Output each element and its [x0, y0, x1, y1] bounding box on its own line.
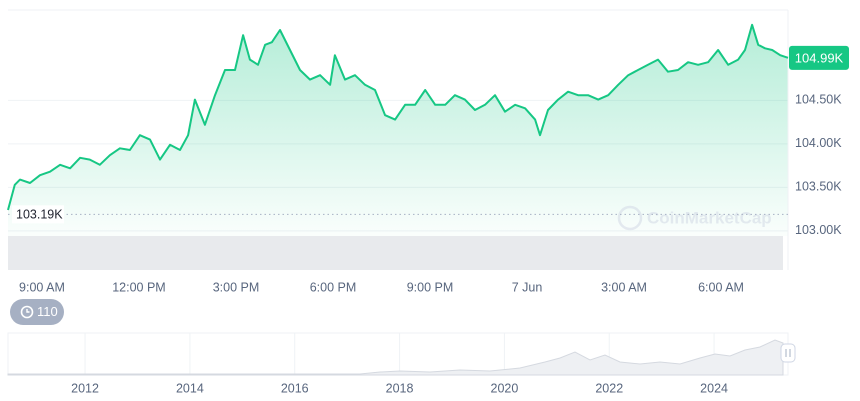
y-tick-label: 104.00K	[795, 136, 842, 150]
x-tick-label: 9:00 PM	[407, 280, 454, 294]
navigator-handle[interactable]	[780, 343, 796, 363]
reference-label-bg	[12, 205, 64, 224]
navigator-tick-label: 2022	[595, 381, 623, 395]
price-line	[7, 23, 789, 211]
navigator-tick-label: 2016	[281, 381, 309, 395]
volume-area	[8, 236, 783, 270]
watermark-logo	[617, 205, 643, 231]
area-fill	[8, 24, 788, 236]
y-tick-label: 103.00K	[795, 223, 842, 237]
watermark: CoinMarketCap	[617, 205, 772, 231]
navigator-tick-label: 2020	[491, 381, 519, 395]
y-tick-label: 104.50K	[795, 93, 842, 107]
navigator-tick-label: 2018	[386, 381, 414, 395]
badge-icon	[26, 309, 30, 313]
x-tick-label: 3:00 AM	[601, 280, 647, 294]
x-tick-label: 7 Jun	[512, 280, 543, 294]
x-tick-label: 12:00 PM	[112, 280, 166, 294]
badge-icon	[20, 305, 34, 319]
x-tick-label: 9:00 AM	[19, 280, 65, 294]
navigator-tick-label: 2024	[700, 381, 728, 395]
y-tick-label: 103.50K	[795, 180, 842, 194]
navigator-handle-grip	[785, 349, 791, 357]
last-price-badge	[789, 45, 849, 70]
reference-label: 103.19K	[16, 208, 63, 222]
x-tick-label: 6:00 PM	[310, 280, 357, 294]
navigator-tick-label: 2014	[176, 381, 204, 395]
badge[interactable]	[10, 299, 64, 325]
navigator-tick-label: 2012	[71, 381, 99, 395]
last-price-label: 104.99K	[795, 50, 844, 65]
badge-text: 110	[37, 304, 58, 319]
navigator-area	[7, 339, 784, 376]
x-tick-label: 3:00 PM	[213, 280, 260, 294]
x-tick-label: 6:00 AM	[698, 280, 744, 294]
watermark-text: CoinMarketCap	[647, 208, 772, 227]
